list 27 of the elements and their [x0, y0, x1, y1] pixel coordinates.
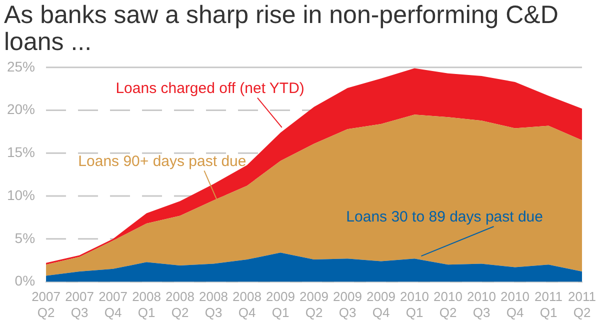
x-tick-label: 2009 Q4: [366, 289, 396, 320]
x-tick-label: 2010 Q4: [500, 289, 530, 320]
y-tick-label: 25%: [6, 58, 36, 74]
y-tick-label: 15%: [6, 144, 36, 160]
x-tick-label: 2010 Q3: [467, 289, 496, 320]
text: Loans 30 to 89 days past due: [346, 208, 543, 226]
x-tick-label: 2008 Q4: [232, 289, 262, 320]
x-tick-label: 2010 Q2: [434, 289, 462, 320]
x-tick-label: 2009 Q2: [300, 289, 328, 320]
x-tick-label: 2009 Q3: [333, 289, 362, 320]
x-tick-label: 2009 Q1: [266, 289, 295, 320]
y-tick-label: 20%: [6, 101, 36, 118]
y-tick-label: 0%: [14, 272, 36, 289]
x-tick-label: 2008 Q2: [166, 289, 194, 320]
x-tick-label: 2007 Q3: [65, 289, 94, 320]
x-tick-label: 2007 Q2: [32, 289, 60, 320]
x-tick-label: 2008 Q1: [132, 289, 161, 320]
y-tick-label: 5%: [14, 230, 36, 246]
series-label: Loans 90+ days past due: [78, 152, 246, 170]
y-tick-label: 10%: [6, 186, 36, 203]
x-tick-label: 2011 Q2: [568, 289, 596, 320]
chart-title: As banks saw a sharp rise in non-performing C&D loans ...: [4, 1, 560, 56]
x-tick-label: 2008 Q3: [199, 289, 228, 320]
x-tick-label: 2007 Q4: [98, 289, 128, 320]
x-tick-label: 2010 Q1: [400, 289, 429, 320]
x-tick-label: 2011 Q1: [534, 289, 562, 320]
series-label: Loans charged off (net YTD): [116, 80, 304, 97]
